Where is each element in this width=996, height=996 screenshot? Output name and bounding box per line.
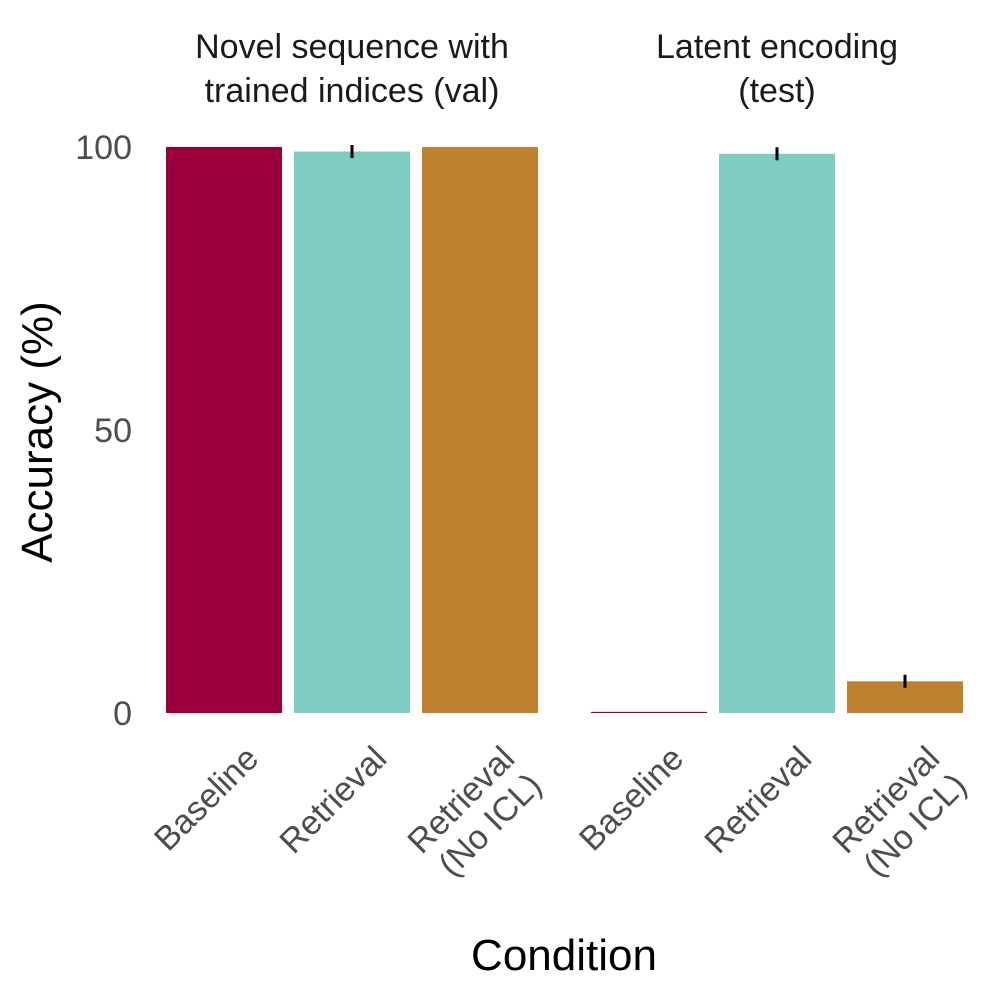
x-tick-label: Baseline <box>572 739 691 858</box>
bar <box>166 147 282 713</box>
x-tick-label: Baseline <box>147 739 266 858</box>
x-tick-label: Retrieval <box>272 739 394 861</box>
panel-title: (test) <box>738 72 815 110</box>
bar <box>294 151 410 713</box>
bar <box>719 153 835 714</box>
x-tick-label: Retrieval(No ICL) <box>825 739 974 888</box>
y-tick-label: 100 <box>75 129 132 167</box>
y-tick-label: 50 <box>94 412 132 450</box>
x-tick-label: Retrieval(No ICL) <box>400 739 549 888</box>
y-tick-label: 0 <box>113 695 132 733</box>
y-axis-title: Accuracy (%) <box>13 301 62 563</box>
facet-panel: Latent encoding (test) Baseline Retrieval Re… <box>572 28 974 888</box>
y-axis: 0 50 100 <box>75 129 132 733</box>
chart-panels: Novel sequence with trained indices (val)… <box>147 28 974 888</box>
bar <box>422 147 538 713</box>
facet-panel: Novel sequence with trained indices (val)… <box>147 28 549 888</box>
panel-title: Novel sequence with <box>195 28 509 66</box>
x-tick-label: Retrieval <box>697 739 819 861</box>
panel-title: trained indices (val) <box>205 72 500 110</box>
x-axis-title: Condition <box>471 931 657 980</box>
panel-title: Latent encoding <box>656 28 898 66</box>
bar <box>591 711 707 713</box>
